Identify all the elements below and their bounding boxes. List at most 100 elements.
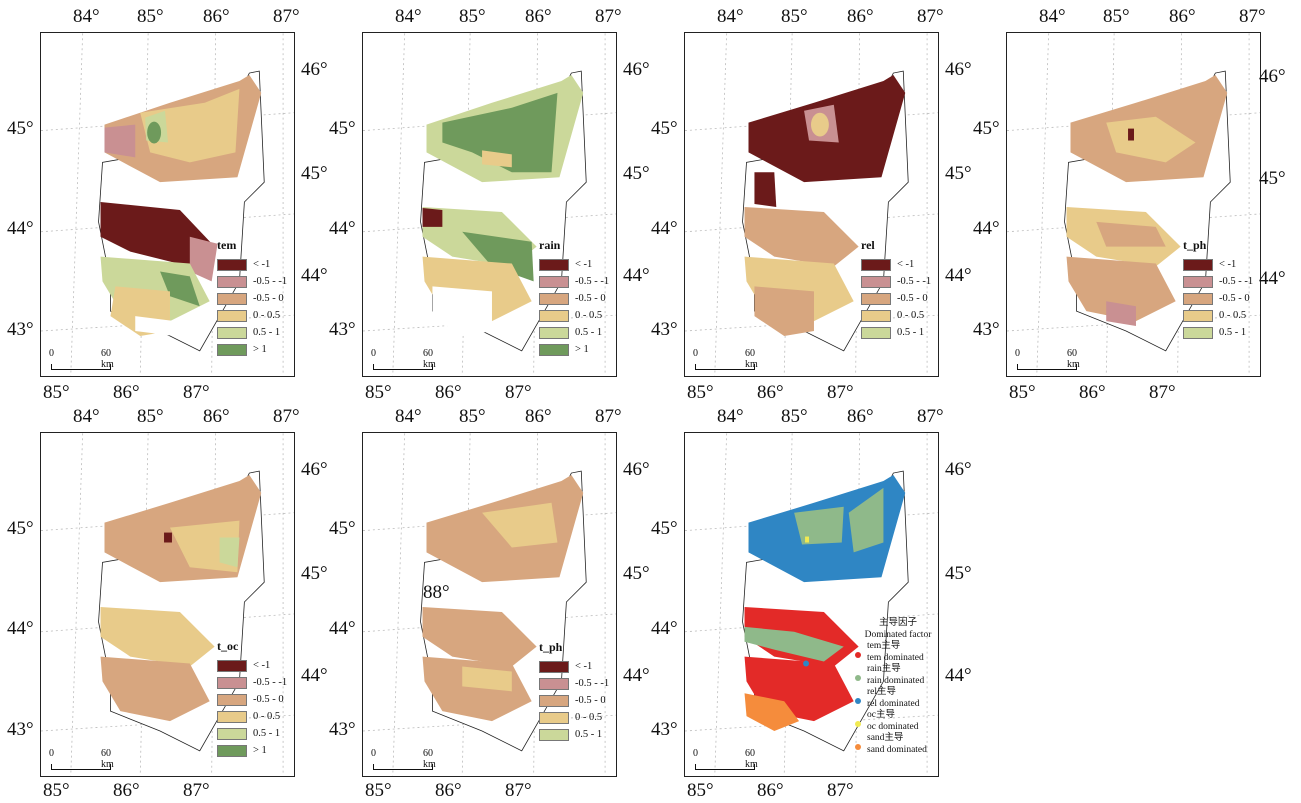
lat-label: 45° xyxy=(945,563,972,584)
lon-label: 85° xyxy=(137,406,164,427)
legend-dot xyxy=(855,698,861,704)
map-panel-t-ph-2: 84° 85° 86° 87° 45° 44° 43° 88° 46° 45° … xyxy=(329,407,650,800)
lat-label: 45° xyxy=(329,518,356,539)
lon-label: 85° xyxy=(365,780,392,801)
legend-item: -0.5 - -1 xyxy=(217,674,287,691)
lat-label: 46° xyxy=(623,59,650,80)
lat-label: 43° xyxy=(329,319,356,340)
map-panel-t-ph: 84° 85° 86° 87° 45° 44° 43° 46° 45° 44° … xyxy=(973,7,1286,402)
legend-item: > 1 xyxy=(217,341,287,358)
legend-item: tem主导 tem dominated xyxy=(853,641,943,664)
lon-label: 85° xyxy=(781,406,808,427)
legend-item: -0.5 - -1 xyxy=(217,273,287,290)
scale-line xyxy=(1017,364,1077,370)
lon-label: 84° xyxy=(73,406,100,427)
legend-swatch xyxy=(861,309,891,322)
lat-label: 44° xyxy=(973,218,1000,239)
lon-label: 85° xyxy=(43,780,70,801)
lat-label: 44° xyxy=(7,218,34,239)
legend-swatch xyxy=(217,275,247,288)
legend-item: sand主导 sand dominated xyxy=(853,733,943,756)
lon-label: 87° xyxy=(1149,382,1176,403)
lat-label: 45° xyxy=(651,518,678,539)
legend-item: 0 - 0.5 xyxy=(217,307,287,324)
legend-swatch xyxy=(539,728,569,741)
lon-label: 87° xyxy=(827,780,854,801)
legend-title: rain xyxy=(539,238,561,252)
scale-zero: 0 xyxy=(693,748,698,759)
legend-swatch xyxy=(217,343,247,356)
legend-item: -0.5 - 0 xyxy=(861,290,931,307)
lat-label: 44° xyxy=(301,665,328,686)
lon-label: 86° xyxy=(113,780,140,801)
lon-label: 87° xyxy=(183,780,210,801)
lon-label: 85° xyxy=(1009,382,1036,403)
lon-label: 86° xyxy=(757,382,784,403)
lon-label: 87° xyxy=(273,406,300,427)
legend-item: rel主导 rel dominated xyxy=(853,687,943,710)
lon-label: 86° xyxy=(435,382,462,403)
lon-label: 87° xyxy=(505,382,532,403)
scale-distance: 60 km xyxy=(745,348,758,370)
legend-item: -0.5 - 0 xyxy=(217,290,287,307)
lat-label: 45° xyxy=(623,163,650,184)
scale-zero: 0 xyxy=(371,348,376,359)
lon-label: 87° xyxy=(917,6,944,27)
lat-label: 45° xyxy=(7,518,34,539)
legend-item: -0.5 - 0 xyxy=(539,692,609,709)
map-panel-tem: 84° 85° 86° 87° 45° 44° 43° 46° 45° 44° … xyxy=(7,7,328,402)
legend-dominated-factor: 主导因子 Dominated factor tem主导 tem dominated… xyxy=(853,618,943,756)
legend-item: 0.5 - 1 xyxy=(1183,324,1253,341)
lat-label: 43° xyxy=(651,719,678,740)
lon-label: 85° xyxy=(687,780,714,801)
lon-label: 87° xyxy=(827,382,854,403)
lon-label: 87° xyxy=(595,6,622,27)
scale-line xyxy=(695,764,755,770)
lat-label: 43° xyxy=(7,319,34,340)
legend-item: -0.5 - -1 xyxy=(539,675,609,692)
scale-line xyxy=(695,364,755,370)
legend-item: 0 - 0.5 xyxy=(539,709,609,726)
legend-item: -0.5 - 0 xyxy=(217,691,287,708)
scale-distance: 60 km xyxy=(745,748,758,770)
legend-item: 0.5 - 1 xyxy=(217,725,287,742)
legend-swatch xyxy=(217,744,247,757)
legend-swatch xyxy=(539,660,569,673)
legend-swatch xyxy=(539,326,569,339)
legend-rain: rain < -1 -0.5 - -1 -0.5 - 0 0 - 0.5 0.5… xyxy=(539,238,609,358)
lat-label: 45° xyxy=(973,118,1000,139)
scale-zero: 0 xyxy=(693,348,698,359)
lon-label: 84° xyxy=(717,6,744,27)
legend-swatch xyxy=(1183,309,1213,322)
legend-swatch xyxy=(861,292,891,305)
lon-label: 85° xyxy=(459,6,486,27)
legend-item: oc主导 oc dominated xyxy=(853,710,943,733)
lat-label: 44° xyxy=(329,218,356,239)
legend-swatch xyxy=(539,275,569,288)
map-panel-rel: 84° 85° 86° 87° 45° 44° 43° 46° 45° 44° … xyxy=(651,7,972,402)
lon-label: 86° xyxy=(1169,6,1196,27)
legend-title-cn: 主导因子 xyxy=(878,618,917,628)
lon-label: 84° xyxy=(395,406,422,427)
lat-label: 44° xyxy=(651,618,678,639)
lat-label: 44° xyxy=(623,265,650,286)
legend-title-en: Dominated factor xyxy=(864,629,932,640)
legend-item: 0.5 - 1 xyxy=(861,324,931,341)
legend-item: 0 - 0.5 xyxy=(539,307,609,324)
lat-label: 44° xyxy=(7,618,34,639)
legend-dot xyxy=(855,744,861,750)
scale-distance: 60 km xyxy=(101,748,114,770)
legend-item: > 1 xyxy=(217,742,287,759)
legend-item: -0.5 - -1 xyxy=(539,273,609,290)
lat-label: 44° xyxy=(623,665,650,686)
lat-label: 43° xyxy=(7,719,34,740)
legend-swatch xyxy=(539,309,569,322)
lon-label: 87° xyxy=(595,406,622,427)
scale-zero: 0 xyxy=(49,348,54,359)
scale-distance: 60 km xyxy=(423,348,436,370)
legend-swatch xyxy=(217,710,247,723)
legend-swatch xyxy=(539,694,569,707)
legend-title: tem xyxy=(217,238,237,252)
lat-label: 44° xyxy=(1259,268,1286,289)
lon-label: 87° xyxy=(917,406,944,427)
